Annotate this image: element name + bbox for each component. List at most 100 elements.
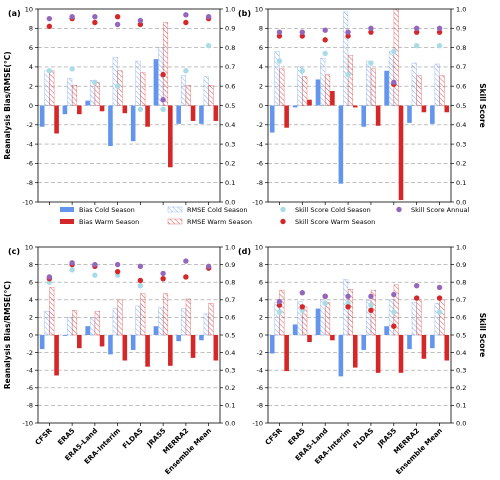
rmse-warm-bar <box>162 22 169 106</box>
y-tick-label: -8 <box>257 402 263 410</box>
y-tick-label: 10 <box>25 243 33 251</box>
rmse-cold-bar <box>180 75 187 106</box>
legend-item-skill-warm: Skill Score Warm Season <box>280 218 375 226</box>
panel-a: -10 -8 -6 -4 -2 0 2 4 6 8 10 0.0 0.1 0.2 0.3 0.4 0.5 0.6 0… <box>3 5 235 206</box>
y2-tick-label: 0.7 <box>456 63 466 71</box>
y2-tick-label: 0.4 <box>225 121 235 129</box>
bias-warm-bar <box>190 335 196 358</box>
bias-cold-bar <box>292 105 298 108</box>
bias-cold-bar <box>108 335 113 355</box>
bias-warm-bar <box>375 105 381 126</box>
skill-annual-point <box>436 284 443 291</box>
skill-annual-point <box>322 293 328 299</box>
bias-warm-bar <box>168 105 173 168</box>
rmse-cold-bar <box>343 11 349 106</box>
legend-item-rmse-cold: RMSE Cold Season <box>167 206 248 214</box>
y2-tick-label: 0.6 <box>456 314 466 322</box>
bias-cold-bar <box>153 59 159 106</box>
y-tick-label: 4 <box>259 63 263 71</box>
y2-tick-label: 0.3 <box>456 367 466 375</box>
bias-warm-bar <box>168 335 173 366</box>
y-tick-label: 0 <box>29 331 33 339</box>
skill-cold-point <box>137 283 144 289</box>
legend-item-bias-warm: Bias Warm Season <box>60 218 139 226</box>
y-tick-label: -10 <box>22 198 33 206</box>
bias-cold-bar <box>176 105 181 124</box>
skill-warm-point <box>46 23 53 30</box>
bias-cold-bar <box>39 335 45 350</box>
skill-annual-point <box>69 260 75 266</box>
category-label: FLDAS <box>121 427 145 451</box>
skill-warm-point <box>368 29 374 35</box>
y-tick-label: 10 <box>255 243 263 251</box>
y-tick-label: 6 <box>259 44 263 52</box>
y-tick-label: 0 <box>29 102 33 110</box>
y-tick-label: -4 <box>257 367 263 375</box>
skill-cold-point <box>276 58 283 64</box>
rmse-cold-bar <box>89 317 96 336</box>
y2-tick-label: 0.2 <box>225 384 235 392</box>
rmse-cold-bar <box>411 302 417 336</box>
skill-cold-point <box>183 68 189 74</box>
y-axis-label: Reanalysis Bias/RMSE(°C) <box>3 51 12 159</box>
y2-tick-label: 0.1 <box>225 179 235 187</box>
y2-tick-label: 0.8 <box>456 44 466 52</box>
y-tick-label: 4 <box>29 63 33 71</box>
rmse-warm-bar <box>140 293 146 336</box>
bias-warm-bar <box>284 105 289 128</box>
panel-b: -10 -8 -6 -4 -2 0 2 4 6 8 10 0.0 0.1 0.2 0.3 0.4 0.5 0.6 0… <box>238 5 487 206</box>
rmse-cold-bar <box>388 51 394 106</box>
y2-tick-label: 0.8 <box>225 44 235 52</box>
y2-tick-label: 0.6 <box>456 83 466 91</box>
skill-annual-point <box>137 263 144 270</box>
y2-tick-label: 0.2 <box>225 160 235 168</box>
rmse-warm-bar <box>325 74 331 106</box>
skill-cold-point <box>69 66 75 72</box>
skill-annual-point <box>183 258 189 264</box>
rmse-cold-bar <box>180 308 187 336</box>
skill-annual-point <box>114 21 121 28</box>
bias-warm-bar <box>99 105 105 112</box>
y-tick-label: 2 <box>259 83 263 91</box>
skill-annual-point <box>46 274 53 280</box>
skill-warm-point <box>368 307 374 314</box>
rmse-warm-bar <box>439 75 445 106</box>
category-label: CFSR <box>264 426 284 446</box>
rmse-cold-bar <box>203 313 209 336</box>
y2-tick-label: 0.2 <box>456 384 466 392</box>
y-tick-label: -8 <box>257 179 263 187</box>
bias-warm-bar <box>284 335 289 372</box>
skill-annual-point <box>276 298 283 305</box>
skill-cold-point <box>391 48 397 55</box>
bias-cold-bar <box>85 326 90 335</box>
skill-warm-point <box>413 295 420 301</box>
y2-tick-label: 0.4 <box>456 349 466 357</box>
y-tick-label: 2 <box>29 83 33 91</box>
bias-warm-bar <box>352 105 358 108</box>
skill-cold-point <box>92 79 98 86</box>
bias-warm-bar <box>421 105 427 113</box>
skill-warm-point <box>114 14 121 20</box>
skill-warm-point <box>299 304 306 310</box>
bias-cold-bar <box>407 335 412 350</box>
skill-annual-point <box>345 293 351 299</box>
y-tick-label: 0 <box>259 331 263 339</box>
y2-tick-label: 0.9 <box>225 25 235 33</box>
legend-swatch <box>60 207 74 212</box>
skill-cold-point <box>299 68 306 74</box>
y2-tick-label: 1.0 <box>456 5 466 13</box>
y2-tick-label: 1.0 <box>456 243 466 251</box>
skill-annual-point <box>368 293 374 299</box>
rmse-cold-bar <box>365 60 372 106</box>
skill-warm-point <box>345 304 351 310</box>
legend-marker <box>280 218 286 225</box>
y2-tick-label: 0.5 <box>456 331 466 339</box>
skill-annual-point <box>391 79 397 86</box>
bias-warm-bar <box>213 105 219 121</box>
y-tick-label: 2 <box>29 314 33 322</box>
rmse-warm-bar <box>49 287 55 336</box>
bias-cold-bar <box>430 105 435 124</box>
skill-annual-point <box>299 29 306 35</box>
skill-annual-point <box>322 27 328 33</box>
skill-annual-point <box>183 12 189 18</box>
